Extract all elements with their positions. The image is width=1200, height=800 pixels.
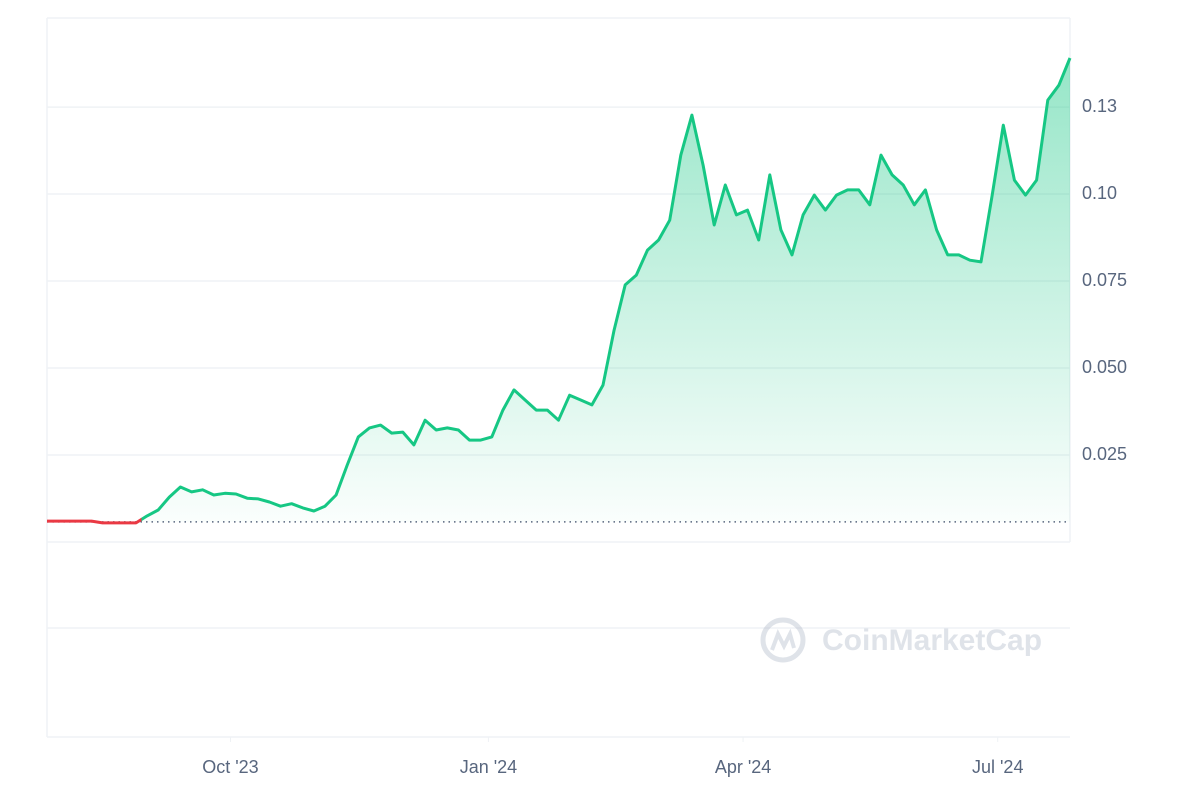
watermark-text: CoinMarketCap [822,624,1042,657]
x-tick-label: Apr '24 [715,757,771,777]
y-tick-label: 0.075 [1082,270,1127,290]
price-area [47,58,1070,523]
y-tick-label: 0.13 [1082,96,1117,116]
x-tick-label: Oct '23 [202,757,258,777]
y-tick-label: 0.10 [1082,183,1117,203]
watermark: CoinMarketCap [760,617,1042,663]
x-tick-label: Jan '24 [460,757,517,777]
y-tick-label: 0.025 [1082,444,1127,464]
price-line [47,57,1072,525]
y-tick-label: 0.050 [1082,357,1127,377]
x-tick-label: Jul '24 [972,757,1023,777]
